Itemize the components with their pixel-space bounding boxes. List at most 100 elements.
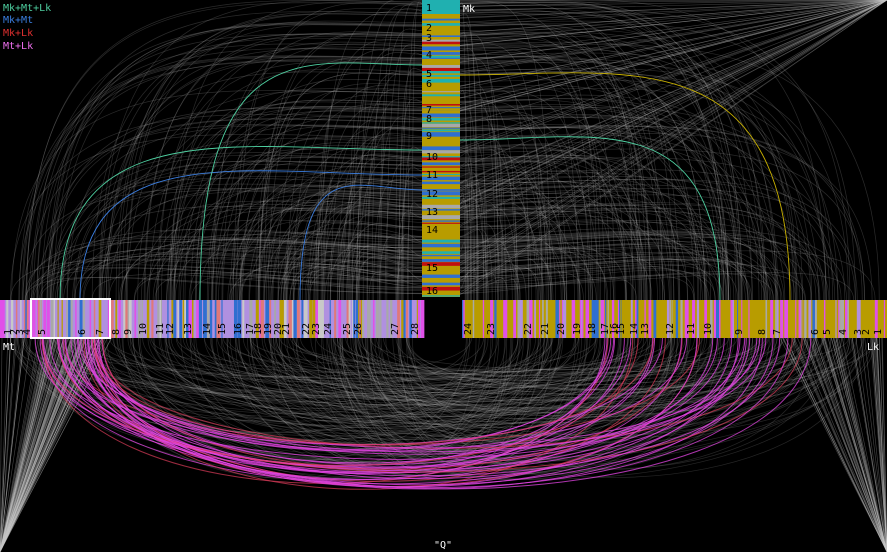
arc xyxy=(289,264,423,301)
arc xyxy=(459,257,772,301)
bar-stripe xyxy=(134,300,137,338)
bar-stripe xyxy=(422,41,460,45)
arc xyxy=(82,244,423,301)
arc xyxy=(156,61,423,301)
arc xyxy=(46,107,423,301)
arc xyxy=(459,210,721,301)
arc xyxy=(459,1,639,301)
arc xyxy=(279,337,766,371)
arc xyxy=(270,247,423,301)
fan-line xyxy=(832,337,887,552)
arc xyxy=(459,264,567,301)
arc xyxy=(127,90,423,301)
bar-stripe xyxy=(798,300,802,338)
arc xyxy=(46,118,423,301)
arc xyxy=(459,67,849,301)
arc xyxy=(459,258,779,301)
fan-line xyxy=(823,337,887,552)
fan-line xyxy=(459,0,887,151)
arc xyxy=(31,255,423,301)
arc xyxy=(376,337,778,386)
chapter-label: 19 xyxy=(572,323,583,335)
arc xyxy=(60,154,423,301)
fan-line xyxy=(459,0,887,211)
arc xyxy=(459,219,801,301)
arc xyxy=(400,176,423,301)
arc xyxy=(51,189,423,301)
arc xyxy=(317,39,423,301)
fan-line xyxy=(459,0,887,99)
arc xyxy=(459,161,626,301)
bar-stripe xyxy=(422,291,460,295)
arc xyxy=(459,125,865,301)
arc xyxy=(459,239,746,301)
arc xyxy=(459,61,651,301)
bar-stripe xyxy=(224,300,226,338)
fan-line xyxy=(838,337,887,552)
bar-stripe xyxy=(585,300,590,338)
arc xyxy=(231,268,423,301)
arc xyxy=(176,337,671,375)
fan-line xyxy=(803,337,887,552)
arc xyxy=(229,144,423,301)
arc xyxy=(459,134,768,301)
arc xyxy=(355,257,423,301)
bar-stripe xyxy=(188,300,192,338)
arc xyxy=(459,166,586,301)
bar-stripe xyxy=(321,300,324,338)
arc xyxy=(459,178,858,301)
bar-stripe xyxy=(422,78,460,83)
arc xyxy=(398,68,423,301)
arc xyxy=(398,98,423,301)
fan-line xyxy=(459,0,887,18)
bar-stripe xyxy=(386,300,389,338)
bar-stripe xyxy=(362,300,365,338)
arc xyxy=(152,337,765,425)
arc xyxy=(283,165,423,301)
arc xyxy=(195,91,423,301)
arc xyxy=(459,219,689,301)
arc xyxy=(459,162,474,301)
bar-stripe xyxy=(422,175,460,177)
bar-stripe xyxy=(814,300,817,338)
arc xyxy=(138,337,730,482)
arc xyxy=(402,52,423,301)
bar-stripe xyxy=(509,300,513,338)
arc xyxy=(73,160,423,301)
arc xyxy=(299,184,423,301)
arc xyxy=(259,31,423,301)
selection[interactable] xyxy=(30,298,111,339)
arc xyxy=(75,164,423,301)
arc xyxy=(222,337,656,374)
arc xyxy=(356,71,423,301)
arc xyxy=(85,337,770,386)
fan-line xyxy=(851,337,887,552)
arc xyxy=(459,231,778,301)
arc xyxy=(341,337,520,424)
bar-stripe xyxy=(791,300,795,338)
arc xyxy=(68,337,703,379)
fan-line xyxy=(459,0,887,42)
bar-stripe xyxy=(221,300,223,338)
arc xyxy=(315,337,807,378)
fan-line xyxy=(459,0,887,271)
fan-line xyxy=(459,0,887,7)
chapter-label: 12 xyxy=(165,323,176,335)
arc xyxy=(21,56,423,301)
arc xyxy=(182,337,546,383)
fan-line xyxy=(0,337,80,552)
arc xyxy=(195,337,591,424)
bar-stripe xyxy=(555,300,559,338)
bar-stripe xyxy=(644,300,646,338)
arc xyxy=(184,106,423,301)
bar-stripe xyxy=(216,300,221,338)
arc xyxy=(459,195,706,301)
bar-stripe xyxy=(545,300,548,338)
fan-line xyxy=(459,0,887,109)
arc xyxy=(169,124,423,301)
bar-stripe xyxy=(422,210,460,213)
bar-stripe xyxy=(301,300,304,338)
chapter-label: 16 xyxy=(426,286,438,297)
arc xyxy=(459,234,749,301)
arc xyxy=(459,209,541,301)
